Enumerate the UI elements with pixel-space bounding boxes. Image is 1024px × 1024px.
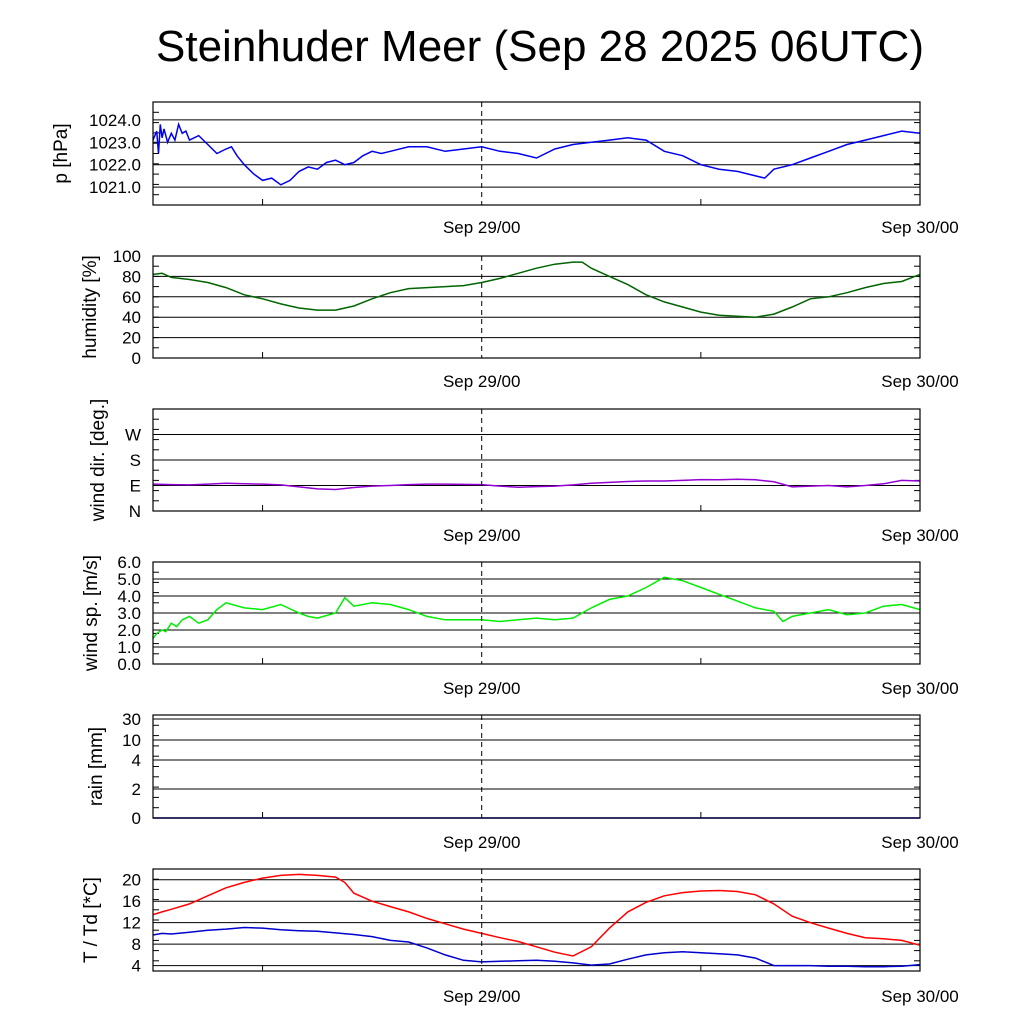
series-temperature_dewpoint-T <box>152 873 921 957</box>
y-axis-label: p [hPa] <box>51 123 72 183</box>
y-tick-label: 16 <box>122 892 141 911</box>
y-tick-label: 1021.0 <box>89 178 141 197</box>
x-tick-label: Sep 30/00 <box>881 833 959 852</box>
panel-frame <box>152 561 921 665</box>
y-tick-label: 4.0 <box>117 587 141 606</box>
panel-frame <box>152 101 921 206</box>
panel-frame <box>152 868 921 972</box>
y-tick-label: W <box>125 426 141 445</box>
y-tick-label: 1022.0 <box>89 156 141 175</box>
y-tick-label: 0.0 <box>117 655 141 674</box>
y-tick-label: 4 <box>132 957 141 976</box>
y-tick-label: 30 <box>122 710 141 729</box>
y-tick-label: 3.0 <box>117 604 141 623</box>
y-tick-label: 0 <box>132 809 141 828</box>
y-tick-label: 4 <box>132 751 141 770</box>
y-tick-label: S <box>130 451 141 470</box>
y-tick-label: 20 <box>122 329 141 348</box>
series-temperature_dewpoint-Td <box>152 926 921 968</box>
series-wind_direction-wind-direction <box>152 478 921 491</box>
x-tick-label: Sep 30/00 <box>881 218 959 237</box>
x-tick-label: Sep 30/00 <box>881 987 959 1006</box>
x-tick-label: Sep 29/00 <box>443 526 521 545</box>
y-tick-label: 6.0 <box>117 553 141 572</box>
series-pressure-p <box>152 121 921 186</box>
y-tick-label: 12 <box>122 914 141 933</box>
y-tick-label: 100 <box>113 247 141 266</box>
x-tick-label: Sep 30/00 <box>881 679 959 698</box>
x-tick-label: Sep 29/00 <box>443 218 521 237</box>
x-tick-label: Sep 30/00 <box>881 526 959 545</box>
x-tick-label: Sep 29/00 <box>443 679 521 698</box>
y-tick-label: 1023.0 <box>89 133 141 152</box>
panel-frame <box>152 408 921 512</box>
y-tick-label: N <box>129 502 141 521</box>
y-tick-label: 2 <box>132 780 141 799</box>
y-tick-label: 40 <box>122 308 141 327</box>
x-tick-label: Sep 30/00 <box>881 372 959 391</box>
y-tick-label: 0 <box>132 349 141 368</box>
x-tick-label: Sep 29/00 <box>443 833 521 852</box>
y-tick-label: 20 <box>122 871 141 890</box>
y-tick-label: 1.0 <box>117 638 141 657</box>
y-axis-label: wind dir. [deg.] <box>88 399 109 523</box>
y-axis-label: T / Td [*C] <box>81 877 102 963</box>
y-axis-label: humidity [%] <box>80 255 101 358</box>
series-humidity-humidity <box>152 261 921 318</box>
y-tick-label: 2.0 <box>117 621 141 640</box>
chart-title: Steinhuder Meer (Sep 28 2025 06UTC) <box>156 22 924 71</box>
y-tick-label: 80 <box>122 267 141 286</box>
panel-frame <box>152 714 921 819</box>
y-tick-label: 60 <box>122 288 141 307</box>
y-tick-label: E <box>130 477 141 496</box>
y-axis-label: rain [mm] <box>86 727 107 806</box>
y-tick-label: 8 <box>132 935 141 954</box>
y-tick-label: 5.0 <box>117 570 141 589</box>
panel-frame <box>152 255 921 359</box>
y-axis-label: wind sp. [m/s] <box>81 555 102 672</box>
y-tick-label: 1024.0 <box>89 111 141 130</box>
y-tick-label: 10 <box>122 731 141 750</box>
x-tick-label: Sep 29/00 <box>443 372 521 391</box>
series-wind_speed-wind-speed <box>152 576 921 639</box>
x-tick-label: Sep 29/00 <box>443 987 521 1006</box>
